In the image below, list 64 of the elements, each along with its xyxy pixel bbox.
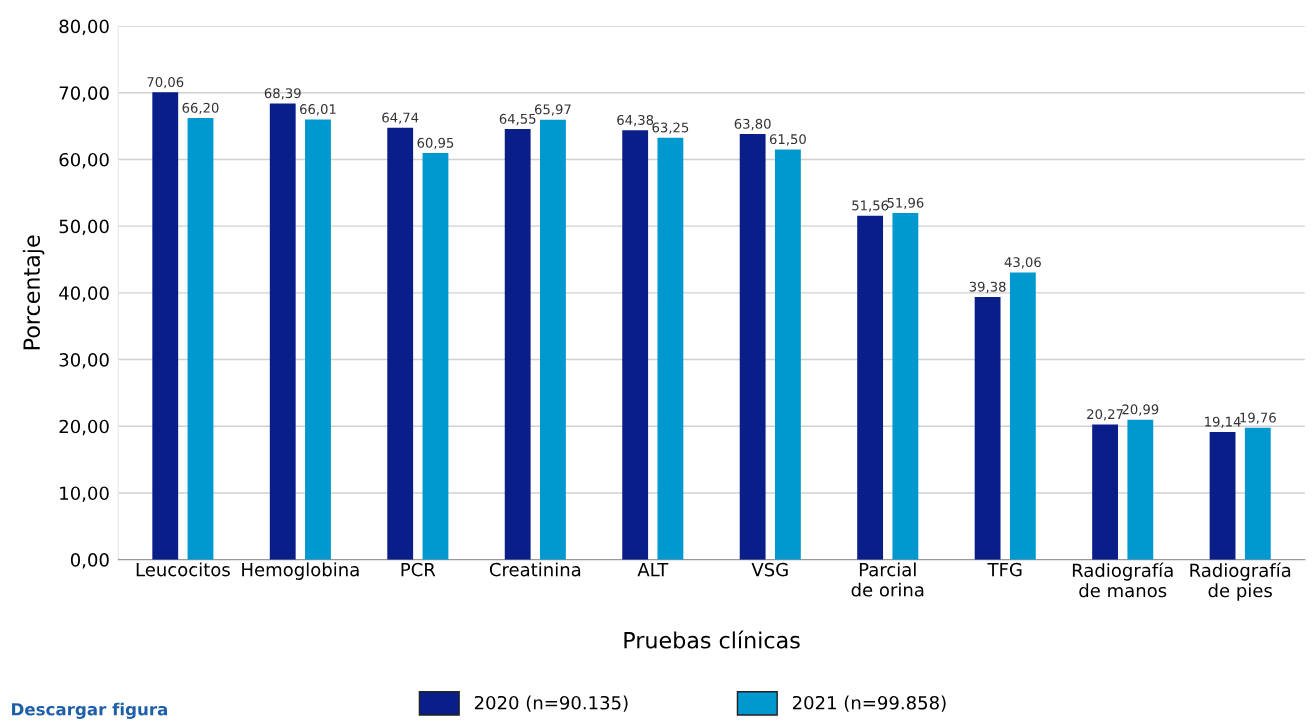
data-label: 19,76 — [1240, 412, 1276, 424]
data-label: 63,80 — [734, 118, 771, 131]
x-tick-label: Parcial de orina — [851, 562, 924, 597]
bar — [269, 103, 296, 560]
x-tick-label: Creatinina — [489, 562, 581, 577]
bar — [622, 130, 649, 560]
x-axis-title: Pruebas clínicas — [624, 630, 800, 649]
x-tick-label: Leucocitos — [136, 562, 230, 577]
y-tick-label: 50,00 — [59, 219, 109, 236]
x-tick-label: Hemoglobina — [242, 562, 359, 580]
data-label: 64,74 — [382, 112, 419, 124]
x-tick-label: Radiografía de manos — [1072, 562, 1173, 598]
bar — [504, 129, 531, 560]
data-label: 61,50 — [769, 134, 806, 146]
legend-label: 2020 (n=90.135) — [474, 695, 628, 712]
x-tick-label: TFG — [987, 562, 1022, 577]
data-label: 19,14 — [1205, 416, 1241, 428]
data-label: 66,01 — [300, 104, 336, 116]
bar — [422, 153, 449, 560]
y-tick-label: 20,00 — [59, 419, 109, 436]
text: Descargar figura — [12, 702, 168, 719]
bar — [974, 296, 1001, 560]
data-label: 65,97 — [534, 104, 571, 116]
data-label: 64,38 — [617, 114, 654, 127]
y-tick-label: 30,00 — [59, 353, 109, 369]
data-label: 70,06 — [147, 77, 184, 89]
data-label: 20,99 — [1122, 404, 1159, 416]
data-label: 43,06 — [1004, 257, 1041, 269]
y-tick-label: 40,00 — [59, 286, 109, 302]
y-tick-label: 60,00 — [59, 152, 109, 169]
bar — [739, 134, 766, 560]
data-label: 39,38 — [969, 281, 1006, 294]
bar — [387, 127, 414, 560]
data-label: 51,96 — [887, 197, 924, 210]
bar — [1009, 272, 1036, 560]
y-tick-label: 0,00 — [70, 553, 109, 569]
bar — [540, 119, 566, 560]
data-label: 63,25 — [652, 122, 689, 134]
y-axis-title: Porcentaje — [22, 235, 45, 350]
bar — [152, 92, 179, 560]
x-tick-label: VSG — [751, 562, 788, 577]
data-label: 66,20 — [182, 102, 219, 115]
data-label: 20,27 — [1087, 409, 1123, 421]
legend-label: 2021 (n=99.858) — [792, 695, 946, 712]
bar — [657, 137, 684, 560]
x-tick-label: PCR — [401, 562, 436, 577]
bar — [857, 215, 884, 560]
y-tick-label: 10,00 — [60, 486, 109, 502]
x-tick-label: ALT — [637, 562, 669, 577]
data-label: 51,56 — [852, 200, 889, 212]
bar — [774, 149, 801, 560]
bar — [305, 119, 331, 560]
data-label: 60,95 — [417, 137, 454, 150]
y-tick-label: 70,00 — [59, 86, 109, 102]
bar — [187, 118, 214, 560]
y-tick-label: 80,00 — [59, 19, 109, 36]
bar — [892, 213, 919, 560]
bar — [1127, 419, 1154, 560]
data-label: 68,39 — [264, 88, 301, 100]
bar — [1209, 431, 1236, 560]
bar — [1244, 427, 1271, 560]
x-tick-label: Radiografía de pies — [1190, 562, 1291, 601]
bar — [1092, 424, 1119, 560]
data-label: 64,55 — [499, 113, 536, 126]
